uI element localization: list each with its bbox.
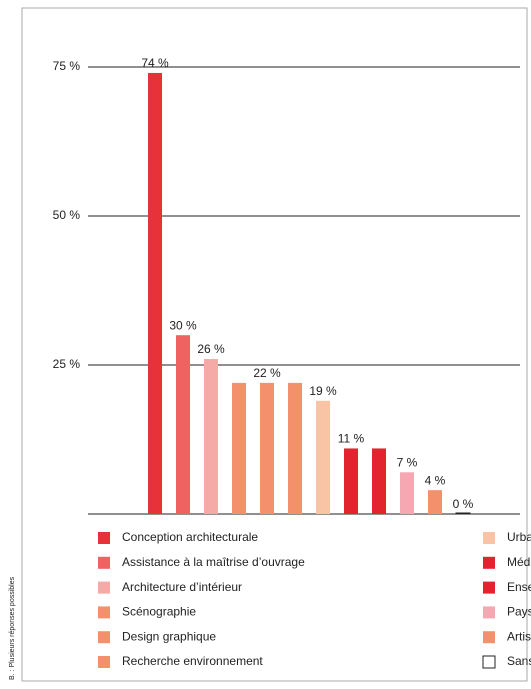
bar: [344, 448, 358, 514]
legend-swatch: [483, 631, 495, 644]
legend-label: Médiation: [507, 555, 531, 569]
legend-swatch: [98, 656, 110, 668]
bar: [316, 400, 330, 514]
bar: [288, 382, 302, 514]
bar: [148, 72, 162, 515]
legend-swatch: [483, 556, 495, 569]
legend-label: Scénographie: [122, 605, 196, 619]
y-tick-label: 25 %: [53, 357, 81, 371]
bar: [372, 448, 386, 514]
legend-label: Recherche environnement: [122, 654, 263, 668]
legend-label: Paysage: [507, 605, 531, 619]
value-label: 74 %: [141, 56, 169, 70]
legend-label: Enseignement: [507, 580, 531, 594]
y-tick-label: 75 %: [53, 59, 81, 73]
bar: [260, 382, 274, 514]
value-label: 11 %: [338, 432, 365, 446]
bar: [400, 472, 414, 514]
legend-swatch: [483, 532, 495, 544]
legend-label: Conception architecturale: [122, 530, 258, 544]
bar: [428, 490, 442, 514]
value-label: 7 %: [397, 455, 418, 469]
bar: [455, 512, 471, 515]
legend-label: Artisanat: [507, 629, 531, 643]
frame: [21, 7, 528, 682]
value-label: 4 %: [425, 473, 446, 487]
y-tick-label: 50 %: [53, 208, 81, 222]
value-label: 22 %: [253, 366, 281, 380]
legend-swatch: [98, 631, 110, 644]
legend-swatch: [98, 556, 110, 569]
legend-label: Sans emploi: [507, 654, 531, 668]
note: B. : Plusieurs réponses possibles: [9, 576, 16, 680]
bar: [176, 335, 190, 514]
legend-swatch: [483, 606, 495, 619]
bar: [204, 359, 218, 514]
value-label: 26 %: [197, 342, 225, 356]
value-label: 30 %: [169, 318, 197, 332]
bar: [232, 382, 246, 514]
value-label: 0 %: [453, 497, 474, 511]
value-label: 19 %: [309, 384, 337, 398]
legend-label: Architecture d’intérieur: [122, 580, 242, 594]
legend-swatch: [483, 581, 495, 594]
legend-swatch: [98, 532, 110, 544]
legend-label: Urbanisme: [507, 530, 531, 544]
legend-label: Design graphique: [122, 629, 216, 643]
legend-swatch: [482, 655, 496, 669]
legend-swatch: [98, 581, 110, 594]
legend-label: Assistance à la maîtrise d’ouvrage: [122, 555, 305, 569]
legend-swatch: [98, 606, 110, 619]
